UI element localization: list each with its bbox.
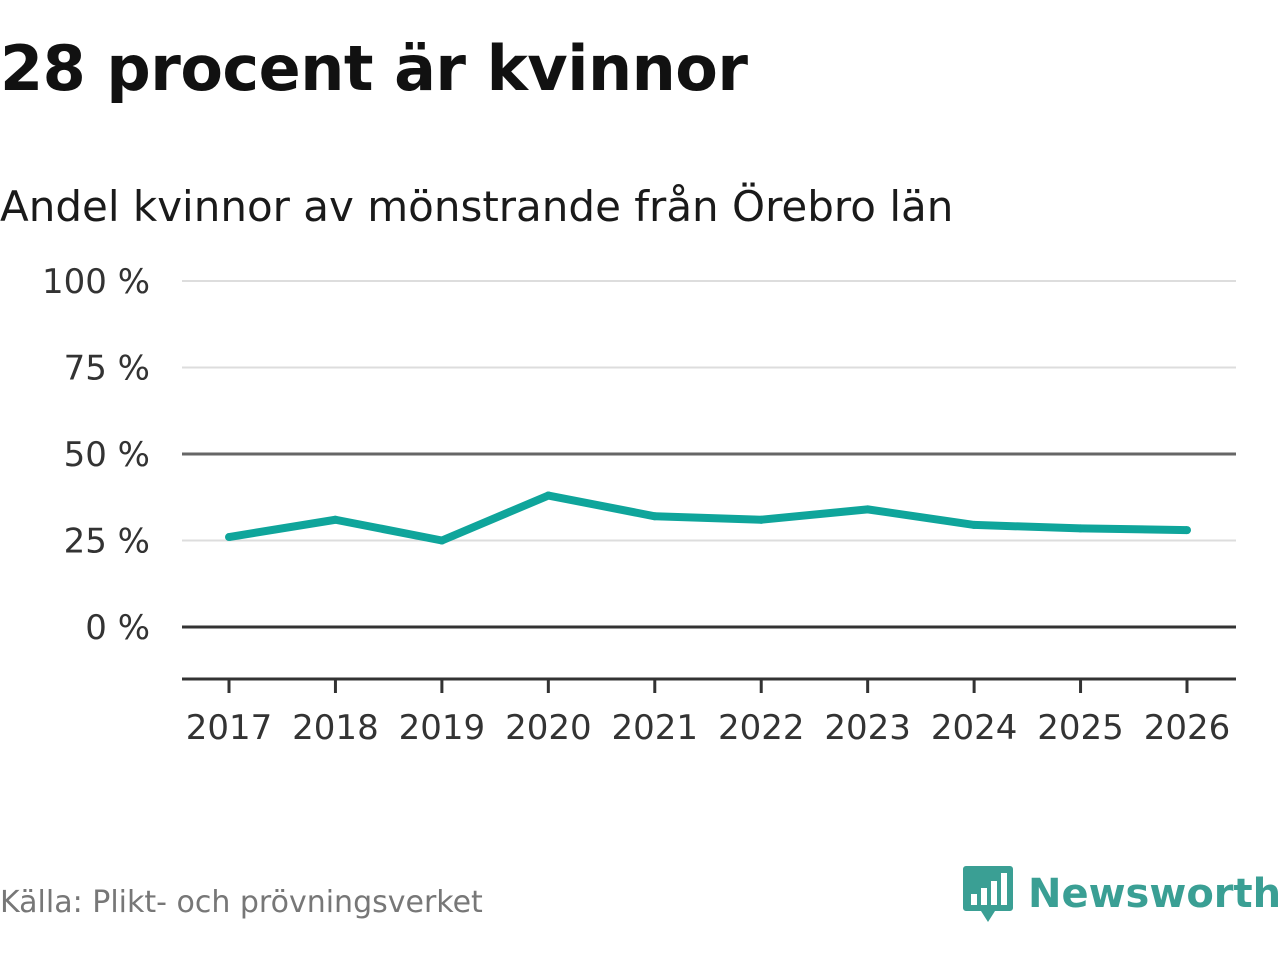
x-tick-label: 2021 <box>612 708 699 748</box>
data-point <box>970 520 979 529</box>
data-point <box>331 515 340 524</box>
y-axis-labels: 0 % 25 % 50 % 75 % 100 % <box>42 262 150 648</box>
y-tick-label: 25 % <box>64 522 150 562</box>
x-tick-label: 2018 <box>292 708 379 748</box>
x-tick-label: 2022 <box>718 708 805 748</box>
y-tick-label: 75 % <box>64 349 150 389</box>
data-point <box>757 515 766 524</box>
data-point <box>225 533 233 542</box>
series-line <box>228 491 1188 545</box>
data-point <box>650 512 659 521</box>
series-layer <box>225 491 1191 545</box>
x-tick-label: 2020 <box>505 708 592 748</box>
chart-title: 28 procent är kvinnor <box>0 32 748 105</box>
x-tick-label: 2017 <box>186 708 273 748</box>
x-tick-label: 2024 <box>931 708 1018 748</box>
x-tick-label: 2019 <box>399 708 486 748</box>
data-point <box>544 491 553 500</box>
brand-name: Newsworthy <box>1028 871 1280 917</box>
newsworthy-logo-icon <box>963 866 1013 922</box>
x-axis: 2017 2018 2019 2020 2021 2022 2023 2024 2025 2026 <box>182 677 1236 748</box>
y-grid <box>182 280 1236 629</box>
source-note: Källa: Plikt- och prövningsverket <box>0 885 483 920</box>
x-tick-label: 2023 <box>824 708 911 748</box>
line-chart: 0 % 25 % 50 % 75 % 100 % 2017 2018 2019 2020 202… <box>42 262 1236 748</box>
x-tick-label: 2025 <box>1037 708 1124 748</box>
chart-subtitle: Andel kvinnor av mönstrande från Örebro … <box>0 182 954 231</box>
y-tick-label: 100 % <box>42 262 150 302</box>
data-point <box>863 505 872 514</box>
data-point <box>1076 524 1085 533</box>
y-tick-label: 50 % <box>64 435 150 475</box>
brand-logo: Newsworthy <box>962 864 1280 924</box>
y-tick-label: 0 % <box>85 608 150 648</box>
x-tick-label: 2026 <box>1144 708 1231 748</box>
data-point <box>437 536 446 545</box>
data-point <box>1183 526 1191 535</box>
